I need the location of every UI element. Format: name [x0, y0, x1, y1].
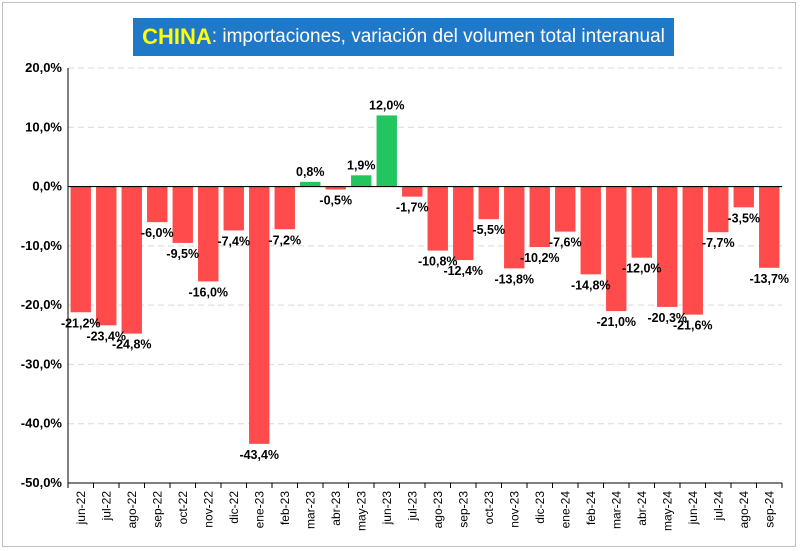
y-tick-label: -50,0%: [21, 475, 63, 490]
x-tick-label: feb-23: [278, 491, 292, 525]
bar: [529, 186, 550, 248]
bar: [223, 186, 244, 231]
data-label: -20,3%: [647, 311, 687, 325]
chart-title-main: CHINA: [142, 24, 212, 49]
x-tick-label: ago-22: [125, 491, 139, 529]
data-label: -9,5%: [166, 247, 199, 261]
data-label: -21,0%: [596, 315, 636, 329]
y-tick-label: -20,0%: [21, 297, 63, 312]
y-tick-label: 0,0%: [32, 179, 62, 194]
bar: [376, 115, 397, 187]
data-label: -5,5%: [472, 223, 505, 237]
y-tick-label: -40,0%: [21, 416, 63, 431]
y-tick-label: -10,0%: [21, 238, 63, 253]
data-label: -21,2%: [61, 316, 101, 330]
data-label: -1,7%: [396, 201, 429, 215]
bar: [427, 186, 448, 251]
x-tick-label: oct-22: [176, 491, 190, 525]
x-tick-label: sep-22: [150, 491, 164, 528]
bar: [325, 186, 346, 190]
data-label: -21,6%: [673, 319, 713, 333]
bar: [274, 186, 295, 230]
x-tick-label: jul-23: [405, 491, 419, 522]
data-label: 1,9%: [347, 158, 376, 172]
x-tick-label: ago-24: [737, 491, 751, 529]
y-tick-label: 10,0%: [25, 119, 62, 134]
data-label: -7,6%: [549, 236, 582, 250]
data-label: 12,0%: [369, 98, 404, 112]
x-tick-label: ago-23: [431, 491, 445, 529]
bar: [147, 186, 168, 223]
bar: [682, 186, 703, 315]
x-tick-label: jun-22: [74, 491, 88, 526]
bar: [580, 186, 601, 275]
x-tick-label: oct-23: [482, 491, 496, 525]
x-tick-label: feb-24: [584, 491, 598, 525]
data-label: -16,0%: [188, 285, 228, 299]
data-label: -12,0%: [622, 262, 662, 276]
data-label: -7,7%: [702, 236, 735, 250]
bar: [759, 186, 780, 268]
chart-title-sub: : importaciones, variación del volumen t…: [211, 26, 665, 47]
bar: [708, 186, 729, 233]
y-tick-label: 20,0%: [25, 60, 62, 75]
x-tick-label: dic-23: [533, 491, 547, 524]
data-label: -10,8%: [418, 255, 458, 269]
data-label: -6,0%: [141, 226, 174, 240]
x-tick-label: mar-23: [303, 491, 317, 529]
bar: [70, 186, 91, 313]
bar: [733, 186, 754, 208]
x-tick-label: may-24: [660, 491, 674, 531]
bar: [402, 186, 423, 197]
x-tick-label: abr-24: [635, 491, 649, 526]
x-tick-label: may-23: [354, 491, 368, 531]
bar: [606, 186, 627, 312]
bar: [478, 186, 499, 220]
bar: [351, 175, 372, 187]
bar: [300, 181, 321, 187]
data-label: -7,4%: [217, 234, 250, 248]
bar: [504, 186, 525, 269]
data-label: -14,8%: [571, 278, 611, 292]
data-label: -43,4%: [239, 448, 279, 462]
x-tick-label: sep-24: [762, 491, 776, 528]
bar: [249, 186, 270, 444]
data-label: -12,4%: [443, 264, 483, 278]
data-label: -7,2%: [268, 233, 301, 247]
x-tick-label: nov-22: [201, 491, 215, 528]
data-label: -13,7%: [749, 272, 789, 286]
x-tick-label: mar-24: [609, 491, 623, 529]
bar: [172, 186, 193, 243]
bar: [198, 186, 219, 282]
x-tick-label: ene-23: [252, 491, 266, 529]
x-tick-label: jun-23: [380, 491, 394, 526]
x-tick-label: abr-23: [329, 491, 343, 526]
data-label: -24,8%: [112, 338, 152, 352]
x-tick-label: jul-24: [711, 491, 725, 522]
x-tick-label: dic-22: [227, 491, 241, 524]
x-tick-label: jun-24: [686, 491, 700, 526]
x-tick-label: sep-23: [456, 491, 470, 528]
data-label: -10,2%: [520, 251, 560, 265]
x-tick-label: ene-24: [558, 491, 572, 529]
bar: [657, 186, 678, 307]
x-tick-label: nov-23: [507, 491, 521, 528]
bar: [555, 186, 576, 232]
data-label: 0,8%: [296, 165, 325, 179]
data-label: -13,8%: [494, 272, 534, 286]
bar: [121, 186, 142, 334]
data-label: -0,5%: [319, 194, 352, 208]
bar: [96, 186, 117, 326]
bar: [631, 186, 652, 258]
bar: [453, 186, 474, 261]
data-label: -3,5%: [727, 211, 760, 225]
data-label: -23,4%: [86, 329, 126, 343]
x-tick-label: jul-22: [99, 491, 113, 522]
chart-title: CHINA: importaciones, variación del volu…: [133, 18, 674, 56]
y-tick-label: -30,0%: [21, 356, 63, 371]
